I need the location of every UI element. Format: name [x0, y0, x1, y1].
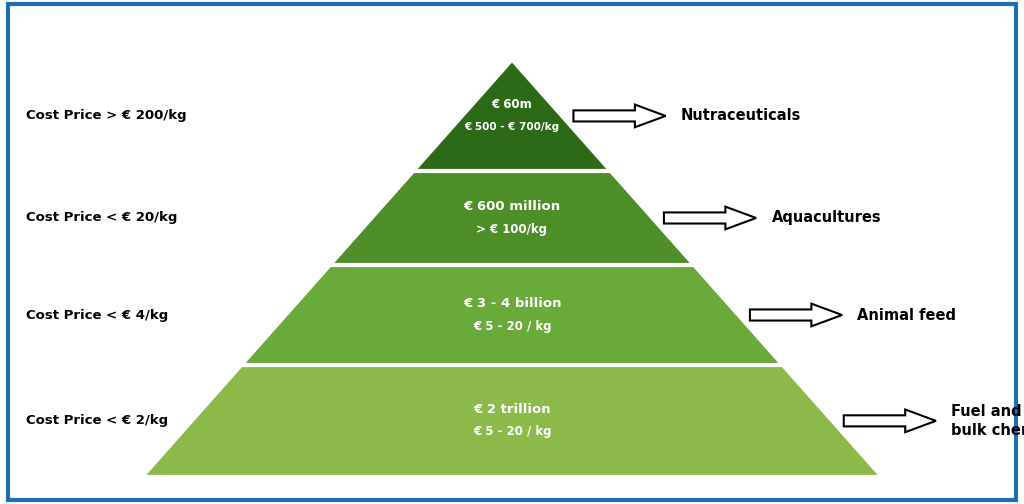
Polygon shape: [414, 60, 610, 171]
FancyArrow shape: [664, 207, 756, 229]
Text: € 500 - € 700/kg: € 500 - € 700/kg: [465, 122, 559, 132]
Polygon shape: [143, 365, 881, 476]
Text: Aquacultures: Aquacultures: [771, 211, 881, 225]
Text: € 600 million: € 600 million: [464, 201, 560, 213]
Text: Cost Price < € 2/kg: Cost Price < € 2/kg: [26, 414, 168, 427]
FancyArrow shape: [750, 303, 842, 327]
Polygon shape: [242, 265, 782, 365]
FancyBboxPatch shape: [8, 4, 1016, 500]
Text: > € 100/kg: > € 100/kg: [476, 223, 548, 235]
Text: Nutraceuticals: Nutraceuticals: [681, 108, 802, 123]
Text: € 60m: € 60m: [492, 98, 532, 111]
Text: € 5 - 20 / kg: € 5 - 20 / kg: [473, 425, 551, 438]
Text: € 2 trillion: € 2 trillion: [473, 403, 551, 416]
FancyArrow shape: [573, 105, 666, 127]
Text: Cost Price > € 200/kg: Cost Price > € 200/kg: [26, 109, 186, 122]
Text: Cost Price < € 20/kg: Cost Price < € 20/kg: [26, 212, 177, 224]
Text: Fuel and
bulk chemicals: Fuel and bulk chemicals: [951, 404, 1024, 437]
Text: € 3 - 4 billion: € 3 - 4 billion: [463, 297, 561, 310]
Text: Cost Price < € 4/kg: Cost Price < € 4/kg: [26, 308, 168, 322]
FancyArrow shape: [844, 409, 936, 432]
Polygon shape: [331, 171, 693, 265]
Text: Animal feed: Animal feed: [857, 307, 956, 323]
Text: € 5 - 20 / kg: € 5 - 20 / kg: [473, 320, 551, 333]
